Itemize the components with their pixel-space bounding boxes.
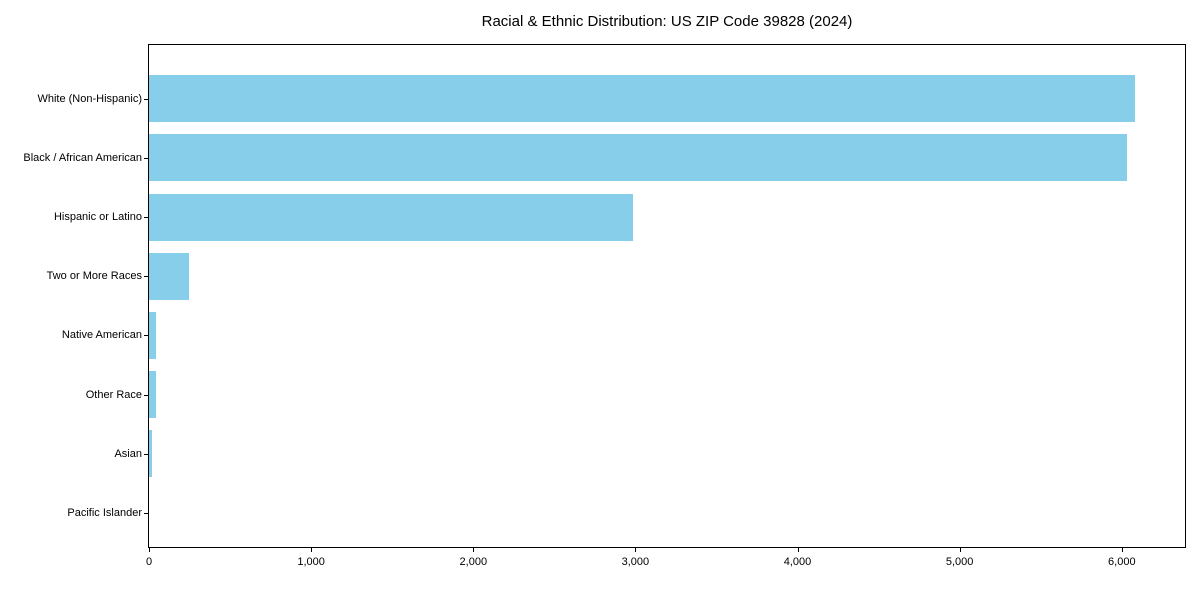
y-tick-label-white-non-hispanic: White (Non-Hispanic) — [37, 92, 142, 105]
y-tick-label-black-african-american: Black / African American — [23, 151, 142, 164]
y-tick-label-asian: Asian — [114, 447, 142, 460]
plot-area — [148, 44, 1186, 548]
bar-hispanic-or-latino — [149, 193, 633, 241]
y-tick-mark — [144, 157, 148, 159]
bar-two-or-more-races — [149, 252, 189, 300]
x-tick-mark — [473, 548, 475, 552]
y-tick-mark — [144, 453, 148, 455]
x-tick-label-3000: 3,000 — [621, 556, 650, 568]
y-tick-mark — [144, 217, 148, 219]
y-tick-mark — [144, 276, 148, 278]
x-tick-label-1000: 1,000 — [297, 556, 325, 568]
x-tick-label-4000: 4,000 — [783, 556, 812, 568]
bar-native-american — [149, 311, 156, 359]
chart-title: Racial & Ethnic Distribution: US ZIP Cod… — [481, 13, 853, 30]
x-tick-mark — [635, 548, 637, 552]
x-tick-label-0: 0 — [145, 556, 153, 568]
x-tick-mark — [959, 548, 961, 552]
x-tick-mark — [797, 548, 799, 552]
x-tick-label-2000: 2,000 — [459, 556, 488, 568]
y-tick-label-pacific-islander: Pacific Islander — [67, 507, 142, 520]
x-tick-mark — [311, 548, 313, 552]
bar-black-african-american — [149, 134, 1127, 182]
y-tick-mark — [144, 513, 148, 515]
x-tick-mark — [149, 548, 150, 552]
y-tick-label-hispanic-or-latino: Hispanic or Latino — [53, 211, 142, 224]
y-tick-label-other-race: Other Race — [85, 388, 142, 401]
x-tick-mark — [1121, 548, 1123, 552]
x-tick-label-6000: 6,000 — [1108, 556, 1136, 568]
y-tick-mark — [144, 98, 148, 100]
bar-asian — [149, 430, 153, 478]
bar-white-non-hispanic — [149, 75, 1135, 123]
y-tick-mark — [144, 335, 148, 337]
y-tick-label-two-or-more-races: Two or More Races — [46, 270, 142, 283]
x-tick-label-5000: 5,000 — [945, 556, 974, 568]
bar-other-race — [149, 371, 156, 419]
y-tick-mark — [144, 394, 148, 396]
y-tick-label-native-american: Native American — [61, 329, 142, 342]
